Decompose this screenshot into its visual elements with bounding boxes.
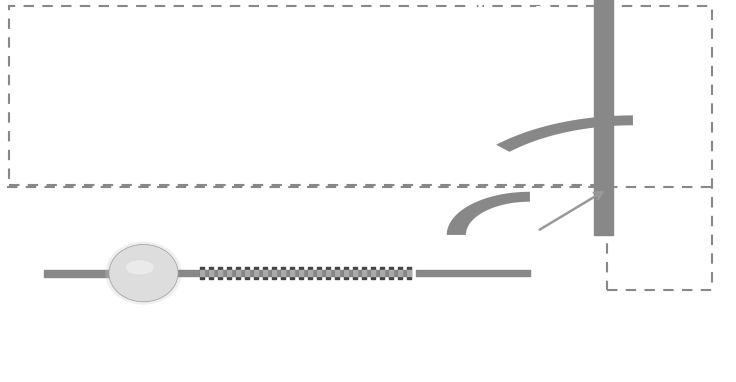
- Ellipse shape: [109, 244, 178, 302]
- Polygon shape: [0, 96, 607, 99]
- Polygon shape: [0, 88, 529, 107]
- Ellipse shape: [126, 260, 154, 275]
- Bar: [9, 6, 607, 185]
- Polygon shape: [0, 79, 607, 116]
- Polygon shape: [496, 115, 633, 152]
- Polygon shape: [0, 50, 529, 145]
- Polygon shape: [0, 89, 607, 106]
- Polygon shape: [0, 61, 529, 134]
- Polygon shape: [0, 92, 607, 103]
- Bar: [607, 6, 712, 290]
- Text: fiber tip: fiber tip: [467, 5, 568, 25]
- Polygon shape: [0, 36, 529, 159]
- Polygon shape: [0, 18, 529, 177]
- Polygon shape: [0, 93, 510, 102]
- Polygon shape: [0, 85, 607, 110]
- Text: SiN waveguide: SiN waveguide: [18, 69, 216, 93]
- Polygon shape: [447, 192, 530, 235]
- Polygon shape: [0, 72, 529, 123]
- Polygon shape: [0, 94, 607, 100]
- Polygon shape: [0, 81, 529, 114]
- Ellipse shape: [105, 242, 182, 305]
